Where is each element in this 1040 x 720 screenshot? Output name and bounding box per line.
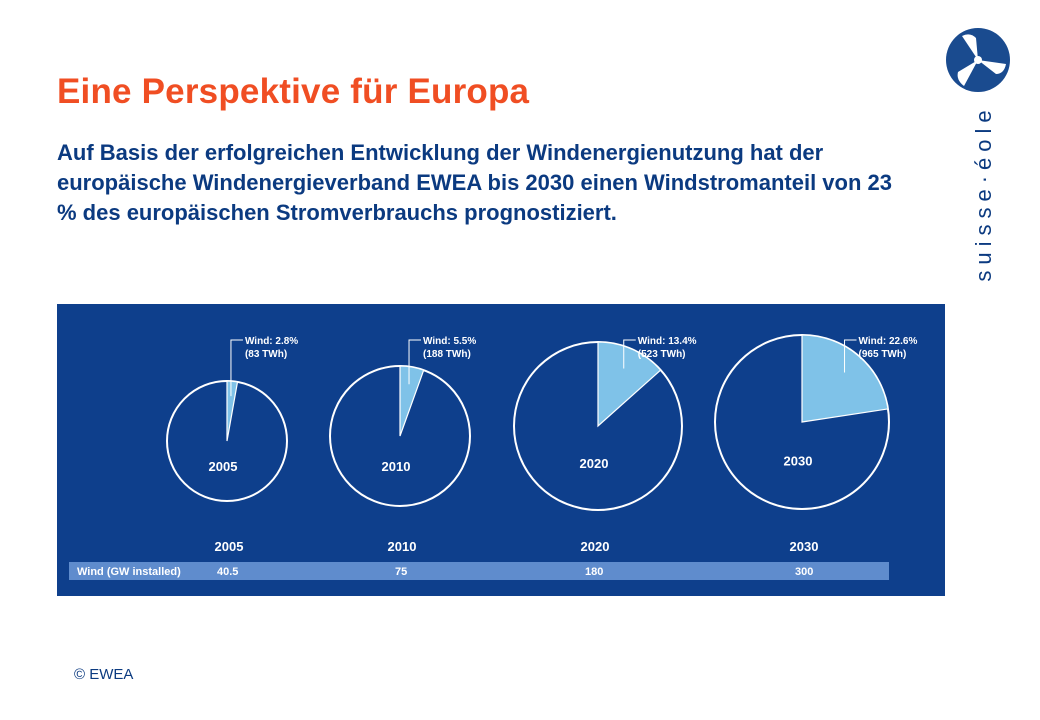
pie-leader-2010	[408, 339, 422, 385]
pie-leader-2030	[844, 339, 857, 373]
page-title: Eine Perspektive für Europa	[57, 72, 530, 111]
pie-leader-2005	[230, 339, 243, 397]
pie-year-2020: 2020	[580, 456, 609, 471]
table-header-2010: 2010	[388, 539, 417, 554]
chart-background	[57, 304, 945, 596]
table-row-label: Wind (GW installed)	[77, 566, 181, 578]
pie-year-2005: 2005	[209, 459, 238, 474]
table-value-2030: 300	[795, 566, 813, 578]
pie-year-2010: 2010	[382, 459, 411, 474]
table-header-2005: 2005	[215, 539, 244, 554]
pie-label-share-2030: Wind: 22.6%	[859, 336, 918, 347]
pie-slice-wind-2020	[597, 341, 662, 428]
intro-paragraph: Auf Basis der erfolgreichen Entwicklung …	[57, 140, 893, 225]
pie-slice-wind-2005	[226, 380, 239, 442]
pie-label-twh-2020: (523 TWh)	[638, 349, 686, 360]
pie-label-share-2010: Wind: 5.5%	[423, 336, 476, 347]
pie-label-twh-2005: (83 TWh)	[245, 349, 287, 360]
table-bar	[69, 562, 889, 580]
pie-label-share-2020: Wind: 13.4%	[638, 336, 697, 347]
pie-label-share-2005: Wind: 2.8%	[245, 336, 298, 347]
brand-wordmark: suisse·éole	[966, 100, 1002, 285]
pie-label-twh-2010: (188 TWh)	[423, 349, 471, 360]
pie-slice-wind-2030	[801, 334, 889, 423]
wind-turbine-icon	[946, 28, 1010, 92]
brand-name: suisse·éole	[971, 103, 996, 282]
table-value-2010: 75	[395, 566, 407, 578]
pie-leader-2020	[623, 339, 636, 369]
table-header-2020: 2020	[581, 539, 610, 554]
pie-label-twh-2030: (965 TWh)	[859, 349, 907, 360]
pie-year-2030: 2030	[784, 454, 813, 469]
table-header-2030: 2030	[790, 539, 819, 554]
table-value-2020: 180	[585, 566, 603, 578]
wind-share-chart: Wind: 2.8% (83 TWh) 2005 Wind: 5.5% (188 TWh…	[57, 304, 945, 596]
pie-slice-wind-2010	[399, 365, 425, 437]
brand-logo	[946, 28, 1010, 92]
copyright-note: © EWEA	[74, 666, 134, 683]
table-value-2005: 40.5	[217, 566, 238, 578]
